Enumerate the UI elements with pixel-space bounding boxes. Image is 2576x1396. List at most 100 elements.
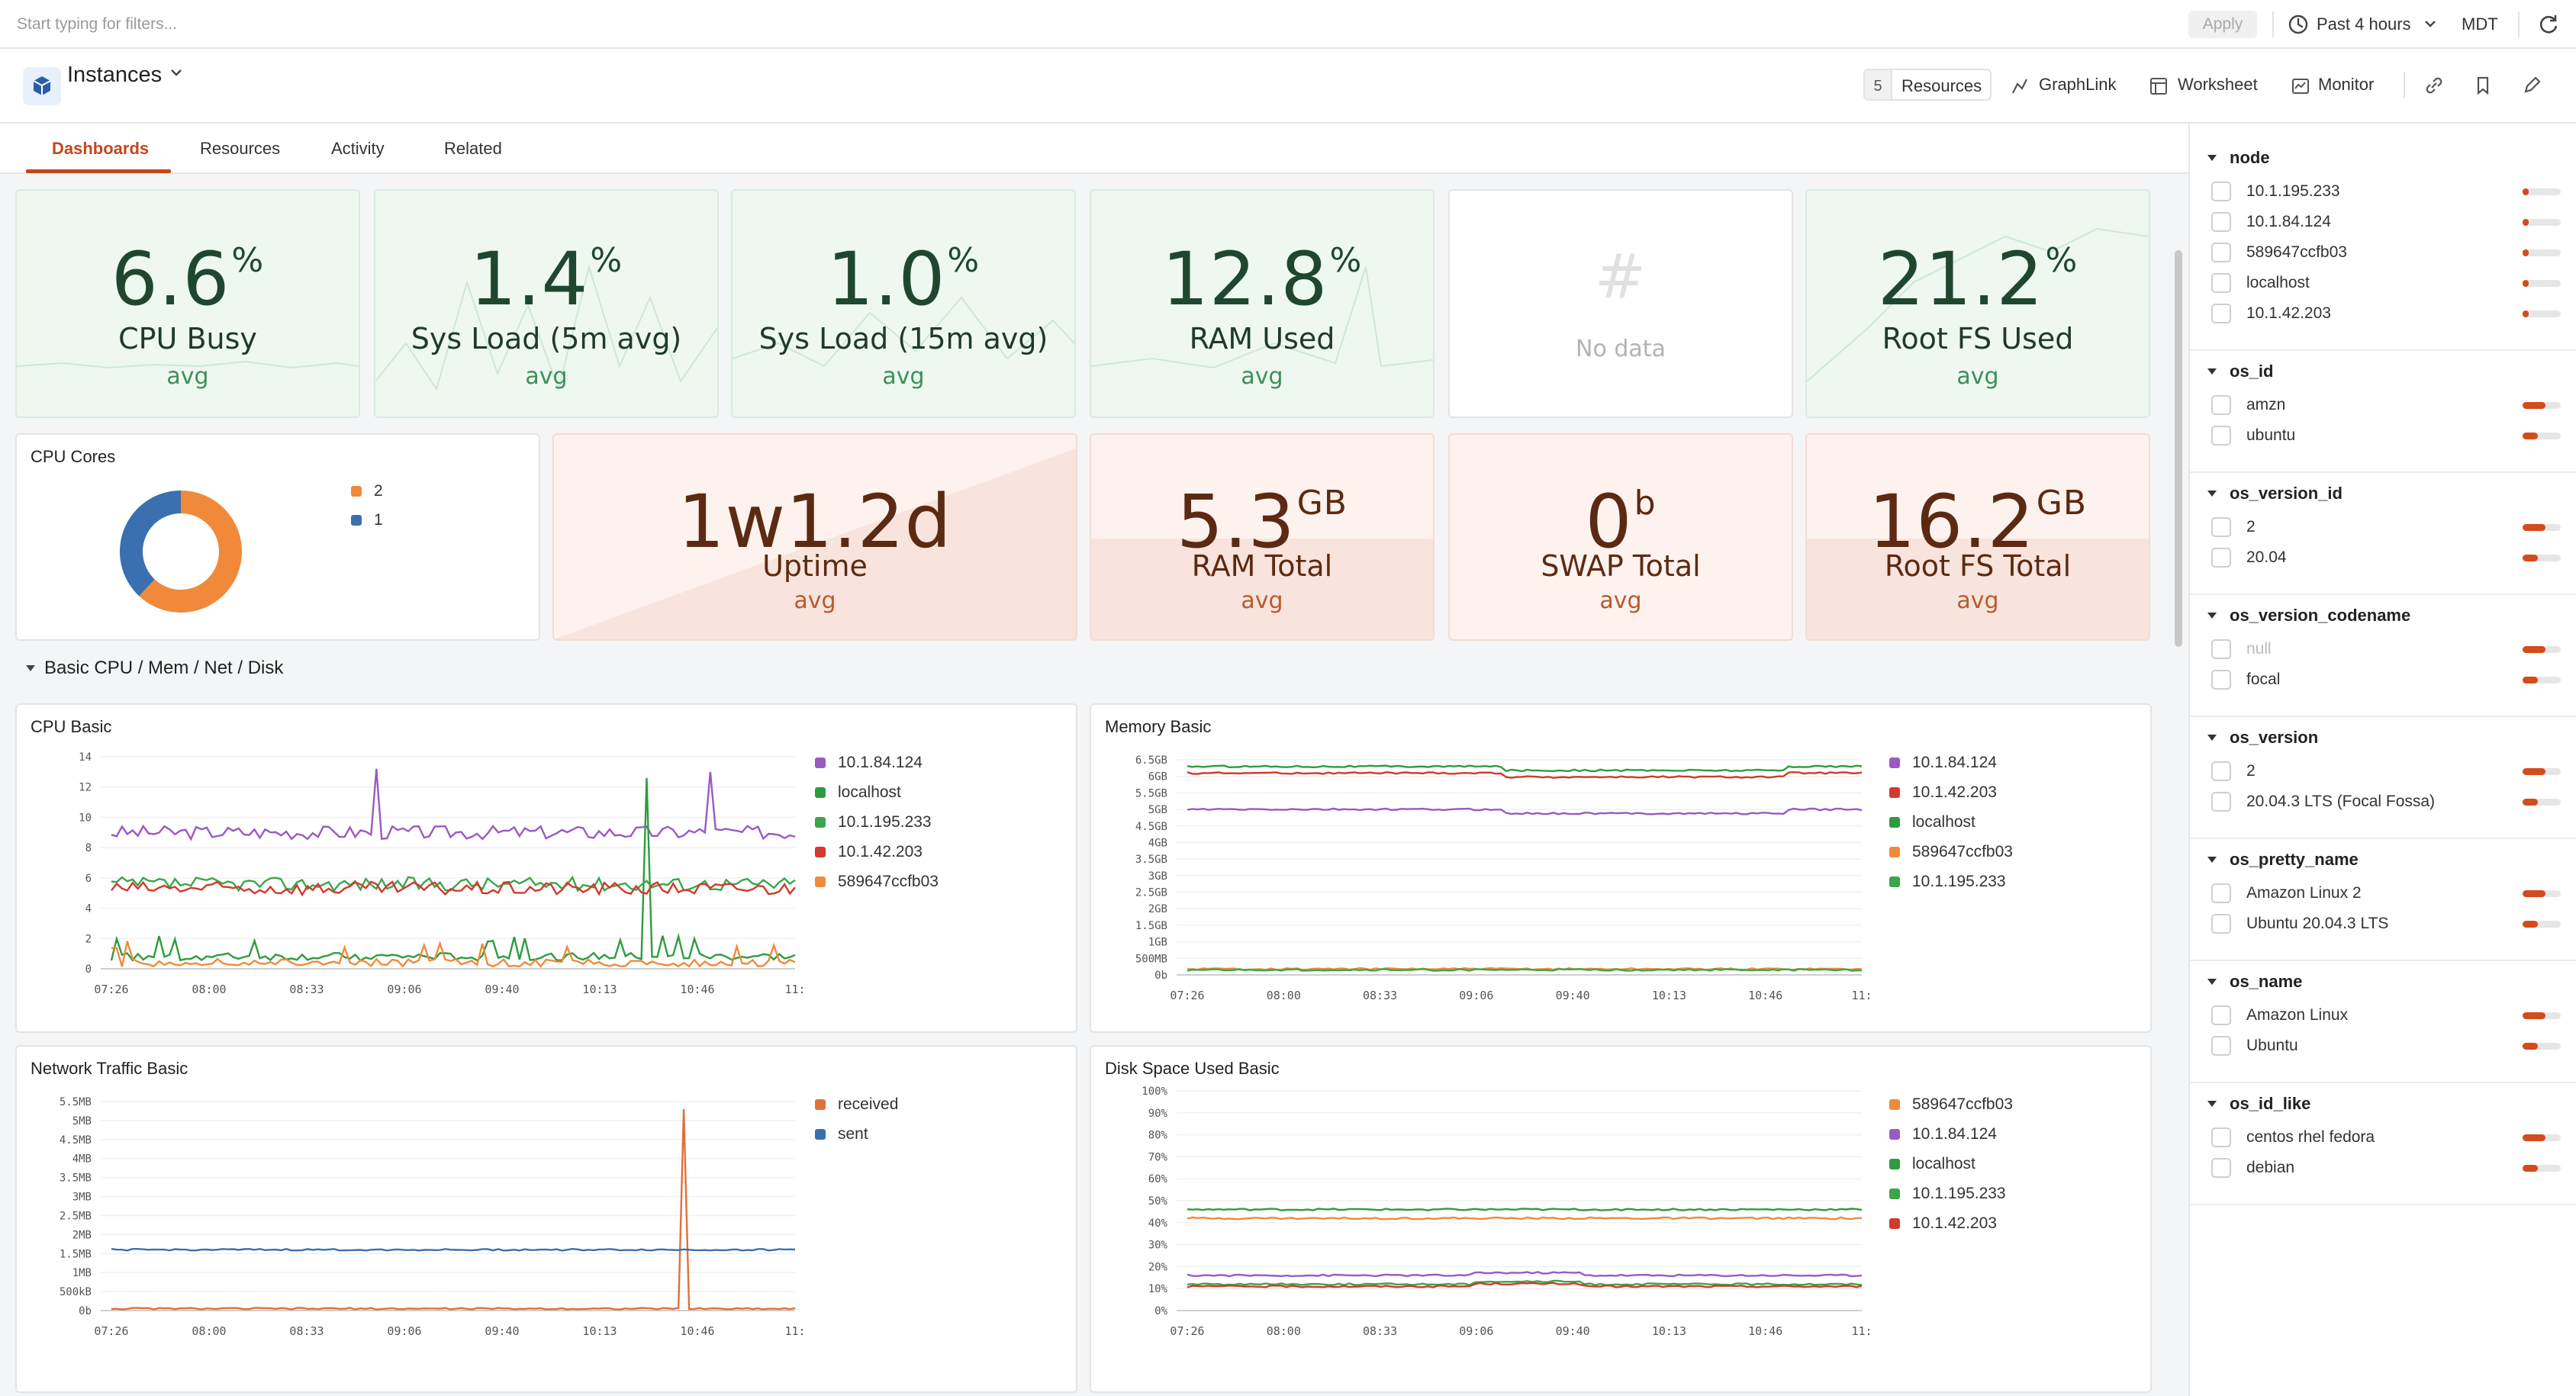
collapse-caret-icon[interactable] (2207, 488, 2217, 499)
collapse-caret-icon[interactable] (24, 662, 37, 674)
legend-item[interactable]: 2 (351, 482, 383, 500)
monitor-icon[interactable] (2291, 76, 2310, 96)
legend-item[interactable]: 10.1.195.233 (1889, 1185, 2006, 1203)
legend-item[interactable]: 10.1.42.203 (1889, 783, 1997, 802)
link-icon[interactable] (2423, 75, 2445, 96)
legend-item[interactable]: 589647ccfb03 (815, 873, 939, 891)
filter-option[interactable]: 20.04 (2211, 548, 2287, 568)
worksheet-button[interactable]: Worksheet (2178, 75, 2258, 94)
series-line[interactable] (1187, 968, 1862, 972)
checkbox[interactable] (2211, 182, 2231, 201)
stat-no-data[interactable]: # No data (1448, 189, 1793, 418)
checkbox[interactable] (2211, 548, 2231, 568)
legend-item[interactable]: 10.1.42.203 (815, 843, 923, 861)
filter-option[interactable]: centos rhel fedora (2211, 1127, 2375, 1147)
filter-option[interactable]: 10.1.84.124 (2211, 212, 2331, 232)
network-traffic-chart[interactable]: 0b 500kB 1MB 1.5MB 2MB 2.5MB 3MB 3.5MB 4MB 4.5MB 5… (17, 1047, 1076, 1391)
checkbox[interactable] (2211, 273, 2231, 293)
filter-section-title[interactable]: os_version (2230, 728, 2319, 747)
apply-button[interactable]: Apply (2188, 11, 2257, 38)
tab-dashboards[interactable]: Dashboards (52, 139, 150, 158)
filter-option[interactable]: null (2211, 639, 2272, 659)
filter-section-title[interactable]: os_version_id (2230, 484, 2343, 503)
stat-ram-total[interactable]: 5.3GB RAM Total avg (1090, 433, 1435, 641)
filter-option[interactable]: amzn (2211, 395, 2285, 415)
filter-section-title[interactable]: node (2230, 148, 2270, 167)
checkbox[interactable] (2211, 426, 2231, 445)
stat-root-fs-total[interactable]: 16.2GB Root FS Total avg (1805, 433, 2150, 641)
filter-section-title[interactable]: os_id_like (2230, 1094, 2311, 1113)
legend-item[interactable]: localhost (815, 783, 901, 802)
series-line[interactable] (1187, 1282, 1863, 1288)
stat-sys-load-15m[interactable]: 1.0% Sys Load (15m avg) avg (731, 189, 1076, 418)
filter-section-title[interactable]: os_id (2230, 362, 2274, 381)
memory-basic-chart[interactable]: 0b 500MB 1GB 1.5GB 2GB 2.5GB 3GB 3.5GB 4GB 4.5GB 5… (1091, 705, 2150, 1031)
series-line[interactable] (1187, 1279, 1863, 1286)
filter-option[interactable]: 20.04.3 LTS (Focal Fossa) (2211, 792, 2435, 812)
disk-space-panel[interactable]: Disk Space Used Basic 0% 10% 20% 30% 40% 50% 6… (1090, 1045, 2152, 1393)
filter-option[interactable]: Ubuntu 20.04.3 LTS (2211, 914, 2388, 934)
filter-option[interactable]: debian (2211, 1158, 2294, 1178)
legend-item[interactable]: localhost (1889, 1155, 1975, 1173)
graphlink-button[interactable]: GraphLink (2039, 75, 2117, 94)
checkbox[interactable] (2211, 243, 2231, 262)
donut-slice[interactable] (120, 491, 181, 597)
filter-option[interactable]: ubuntu (2211, 426, 2295, 445)
collapse-caret-icon[interactable] (2207, 732, 2217, 743)
checkbox[interactable] (2211, 792, 2231, 812)
legend-item[interactable]: 10.1.42.203 (1889, 1214, 1997, 1233)
clock-icon[interactable] (2288, 14, 2309, 35)
filter-option[interactable]: Amazon Linux 2 (2211, 883, 2362, 903)
time-range-select[interactable]: Past 4 hours (2317, 14, 2411, 34)
legend-item[interactable]: 10.1.195.233 (1889, 873, 2006, 891)
checkbox[interactable] (2211, 639, 2231, 659)
series-line[interactable] (1187, 1271, 1863, 1278)
filter-option[interactable]: Ubuntu (2211, 1036, 2298, 1056)
network-traffic-panel[interactable]: Network Traffic Basic 0b 500kB 1MB 1.5MB 2MB… (15, 1045, 1077, 1393)
checkbox[interactable] (2211, 914, 2231, 934)
stat-ram-used[interactable]: 12.8% RAM Used avg (1090, 189, 1435, 418)
series-line[interactable] (111, 941, 796, 968)
collapse-caret-icon[interactable] (2207, 366, 2217, 377)
checkbox[interactable] (2211, 212, 2231, 232)
series-line[interactable] (110, 777, 796, 962)
filter-option[interactable]: 2 (2211, 517, 2256, 537)
tab-resources[interactable]: Resources (200, 139, 281, 158)
series-line[interactable] (111, 875, 796, 893)
checkbox[interactable] (2211, 1158, 2231, 1178)
stat-cpu-busy[interactable]: 6.6% CPU Busy avg (15, 189, 360, 418)
graphlink-icon[interactable] (2010, 76, 2030, 96)
timezone-select[interactable]: MDT (2462, 14, 2498, 34)
legend-item[interactable]: 10.1.84.124 (815, 754, 923, 772)
resources-button[interactable]: 5 Resources (1863, 69, 1992, 101)
collapse-caret-icon[interactable] (2207, 153, 2217, 163)
legend-item[interactable]: 10.1.195.233 (815, 813, 932, 831)
checkbox[interactable] (2211, 517, 2231, 537)
filter-section-title[interactable]: os_version_codename (2230, 606, 2411, 625)
tab-activity[interactable]: Activity (331, 139, 385, 158)
cpu-basic-chart[interactable]: 0 2 4 6 8 10 12 14 07:26 08:00 08:33 09:06 09:40 10:1… (17, 705, 1076, 1031)
checkbox[interactable] (2211, 761, 2231, 781)
cpu-basic-panel[interactable]: CPU Basic 0 2 4 6 8 10 12 14 07:26 08:00 08:33 09:0… (15, 703, 1077, 1033)
filter-input[interactable] (15, 9, 2152, 40)
series-line[interactable] (111, 768, 796, 841)
filter-option[interactable]: localhost (2211, 273, 2310, 293)
filter-option[interactable]: 2 (2211, 761, 2256, 781)
stat-root-fs-used[interactable]: 21.2% Root FS Used avg (1805, 189, 2150, 418)
bookmark-icon[interactable] (2472, 75, 2494, 96)
collapse-caret-icon[interactable] (2207, 1098, 2217, 1109)
scrollbar-thumb[interactable] (2175, 250, 2182, 647)
page-title[interactable]: Instances (67, 63, 163, 87)
edit-icon[interactable] (2521, 75, 2542, 96)
series-line[interactable] (1187, 770, 1863, 779)
filter-option[interactable]: 10.1.42.203 (2211, 304, 2331, 323)
collapse-caret-icon[interactable] (2207, 976, 2217, 987)
legend-item[interactable]: 10.1.84.124 (1889, 754, 1997, 772)
filter-option[interactable]: Amazon Linux (2211, 1005, 2348, 1025)
filter-section-title[interactable]: os_pretty_name (2230, 850, 2359, 869)
collapse-caret-icon[interactable] (2207, 610, 2217, 621)
series-line[interactable] (111, 1108, 796, 1311)
checkbox[interactable] (2211, 1127, 2231, 1147)
checkbox[interactable] (2211, 883, 2231, 903)
legend-item[interactable]: sent (815, 1125, 868, 1143)
